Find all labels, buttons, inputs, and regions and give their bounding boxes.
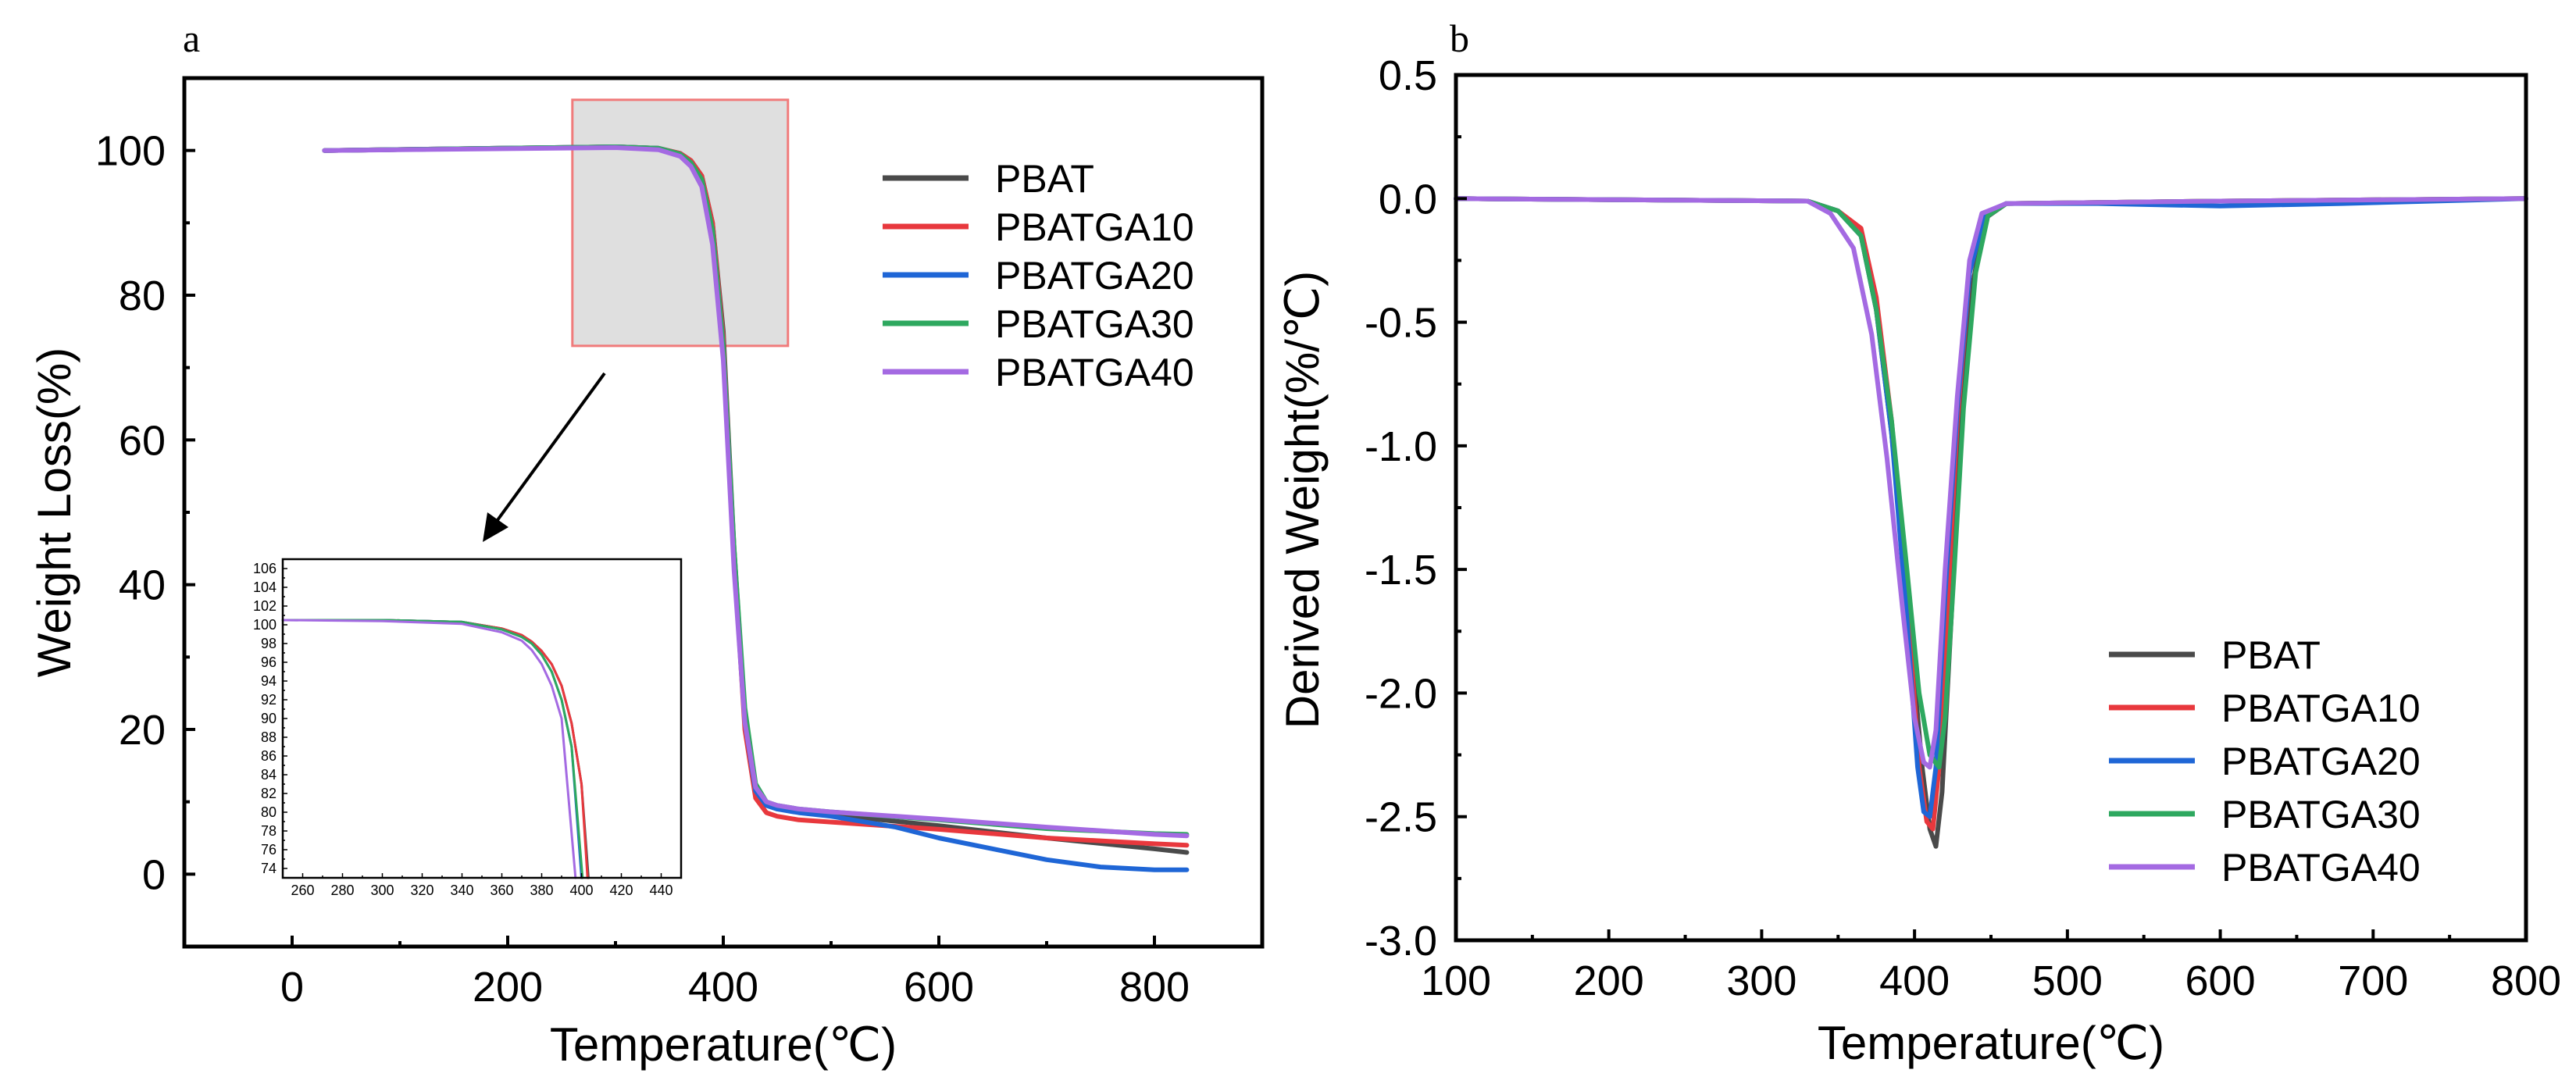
inset-ytick-label: 76 bbox=[261, 842, 277, 858]
chart-b-legend-label: PBAT bbox=[2221, 633, 2321, 677]
chart-b-xtick-label: 700 bbox=[2338, 957, 2408, 1004]
inset-xtick-label: 300 bbox=[370, 883, 394, 898]
chart-a-xlabel: Temperature(℃) bbox=[550, 1018, 897, 1071]
chart-a-series-group bbox=[322, 144, 1190, 872]
chart-a-ylabel: Weight Loss(%) bbox=[28, 348, 80, 677]
chart-b-xtick-label: 300 bbox=[1726, 957, 1796, 1004]
chart-a-ytick-label: 60 bbox=[119, 417, 166, 464]
chart-a-inset: 260 280 300 320 340 360 380 400 420 440 74 76 78 80 82… bbox=[230, 556, 685, 901]
chart-a-xtick-label: 600 bbox=[904, 964, 974, 1011]
chart-b-xtick-label: 100 bbox=[1421, 957, 1491, 1004]
chart-a-xtick-label: 400 bbox=[688, 964, 758, 1011]
chart-b-legend-label: PBATGA40 bbox=[2221, 846, 2421, 890]
chart-b-legend-label: PBATGA20 bbox=[2221, 740, 2421, 783]
chart-b-series-pbatga40 bbox=[1454, 196, 2528, 770]
inset-ytick-label: 100 bbox=[253, 617, 277, 633]
chart-a-legend-label: PBAT bbox=[995, 157, 1094, 201]
chart-a-series-pbatga40 bbox=[322, 145, 1190, 839]
chart-a-xtick-label: 800 bbox=[1119, 964, 1190, 1011]
chart-b-legend: PBAT PBATGA10 PBATGA20 PBATGA30 PBATGA40 bbox=[2109, 633, 2421, 890]
chart-a-ytick-label: 40 bbox=[119, 562, 166, 609]
chart-b-ytick-label: 0.0 bbox=[1379, 176, 1437, 223]
chart-b-series-pbatga10 bbox=[1454, 196, 2528, 832]
chart-b-ytick-label: -0.5 bbox=[1365, 300, 1437, 347]
inset-xtick-label: 440 bbox=[649, 883, 673, 898]
chart-b-ytick-label: -3.0 bbox=[1365, 918, 1437, 965]
chart-a-xtick-label: 0 bbox=[280, 964, 304, 1011]
chart-a-legend-label: PBATGA20 bbox=[995, 254, 1194, 298]
chart-b-ylabel: Derived Weight(%/℃) bbox=[1276, 271, 1329, 729]
chart-b-ytick-label: 0.5 bbox=[1379, 52, 1437, 99]
chart-a-ytick-label: 20 bbox=[119, 707, 166, 754]
chart-b-xtick-label: 600 bbox=[2185, 957, 2256, 1004]
inset-series-pbatga30 bbox=[281, 619, 584, 879]
inset-background bbox=[230, 556, 685, 901]
inset-ytick-label: 98 bbox=[261, 636, 277, 651]
inset-xtick-label: 400 bbox=[569, 883, 593, 898]
inset-xtick-label: 380 bbox=[530, 883, 553, 898]
chart-a-ytick-label: 80 bbox=[119, 273, 166, 319]
panel-a-label: a bbox=[183, 16, 200, 60]
chart-panel-a: 0 200 400 600 800 0 20 40 60 80 100 Temperature(℃)… bbox=[28, 76, 1265, 1071]
zoom-box bbox=[571, 98, 790, 348]
chart-a-legend-label: PBATGA30 bbox=[995, 302, 1194, 346]
inset-series-pbatga40 bbox=[281, 619, 577, 879]
inset-xtick-label: 280 bbox=[330, 883, 354, 898]
inset-ytick-label: 94 bbox=[261, 673, 277, 689]
inset-ytick-label: 104 bbox=[253, 579, 277, 595]
inset-ytick-label: 106 bbox=[253, 561, 277, 576]
chart-a-xtick-label: 200 bbox=[473, 964, 543, 1011]
zoom-arrow bbox=[483, 372, 606, 542]
chart-a-legend-label: PBATGA40 bbox=[995, 351, 1194, 394]
chart-b-legend-label: PBATGA10 bbox=[2221, 686, 2421, 730]
panel-b-label: b bbox=[1450, 16, 1469, 60]
chart-b-ytick-label: -1.0 bbox=[1365, 423, 1437, 470]
chart-b-xtick-label: 500 bbox=[2032, 957, 2103, 1004]
chart-b-xtick-label: 200 bbox=[1574, 957, 1644, 1004]
chart-b-xtick-label: 400 bbox=[1879, 957, 1950, 1004]
inset-ytick-label: 102 bbox=[253, 598, 277, 614]
chart-b-ytick-label: -2.5 bbox=[1365, 794, 1437, 841]
inset-xtick-label: 340 bbox=[450, 883, 473, 898]
chart-b-legend-label: PBATGA30 bbox=[2221, 793, 2421, 836]
chart-b-series-group bbox=[1454, 196, 2528, 849]
inset-xtick-label: 320 bbox=[410, 883, 433, 898]
chart-a-ytick-label: 0 bbox=[142, 851, 166, 898]
inset-xtick-label: 360 bbox=[490, 883, 513, 898]
inset-ytick-label: 74 bbox=[261, 861, 277, 876]
inset-xtick-label: 420 bbox=[609, 883, 633, 898]
inset-ytick-label: 78 bbox=[261, 823, 277, 839]
chart-a-legend-label: PBATGA10 bbox=[995, 205, 1194, 249]
chart-b-ytick-label: -1.5 bbox=[1365, 547, 1437, 594]
inset-ytick-label: 82 bbox=[261, 786, 277, 801]
inset-ytick-label: 92 bbox=[261, 692, 277, 708]
inset-ytick-label: 80 bbox=[261, 804, 277, 820]
inset-ytick-label: 90 bbox=[261, 711, 277, 726]
chart-b-xtick-label: 800 bbox=[2491, 957, 2561, 1004]
chart-b-xlabel: Temperature(℃) bbox=[1818, 1017, 2164, 1069]
inset-ytick-label: 86 bbox=[261, 748, 277, 764]
chart-a-ytick-label: 100 bbox=[95, 128, 166, 175]
inset-xtick-label: 260 bbox=[291, 883, 314, 898]
inset-ytick-label: 96 bbox=[261, 654, 277, 670]
chart-b-ytick-label: -2.0 bbox=[1365, 670, 1437, 717]
chart-b-series-pbatga30 bbox=[1454, 196, 2528, 770]
chart-panel-b: 100 200 300 400 500 600 700 800 -3.0 -2.5 -2.0 -1.5… bbox=[1276, 52, 2561, 1069]
inset-ytick-label: 84 bbox=[261, 767, 277, 783]
inset-ytick-label: 88 bbox=[261, 729, 277, 745]
